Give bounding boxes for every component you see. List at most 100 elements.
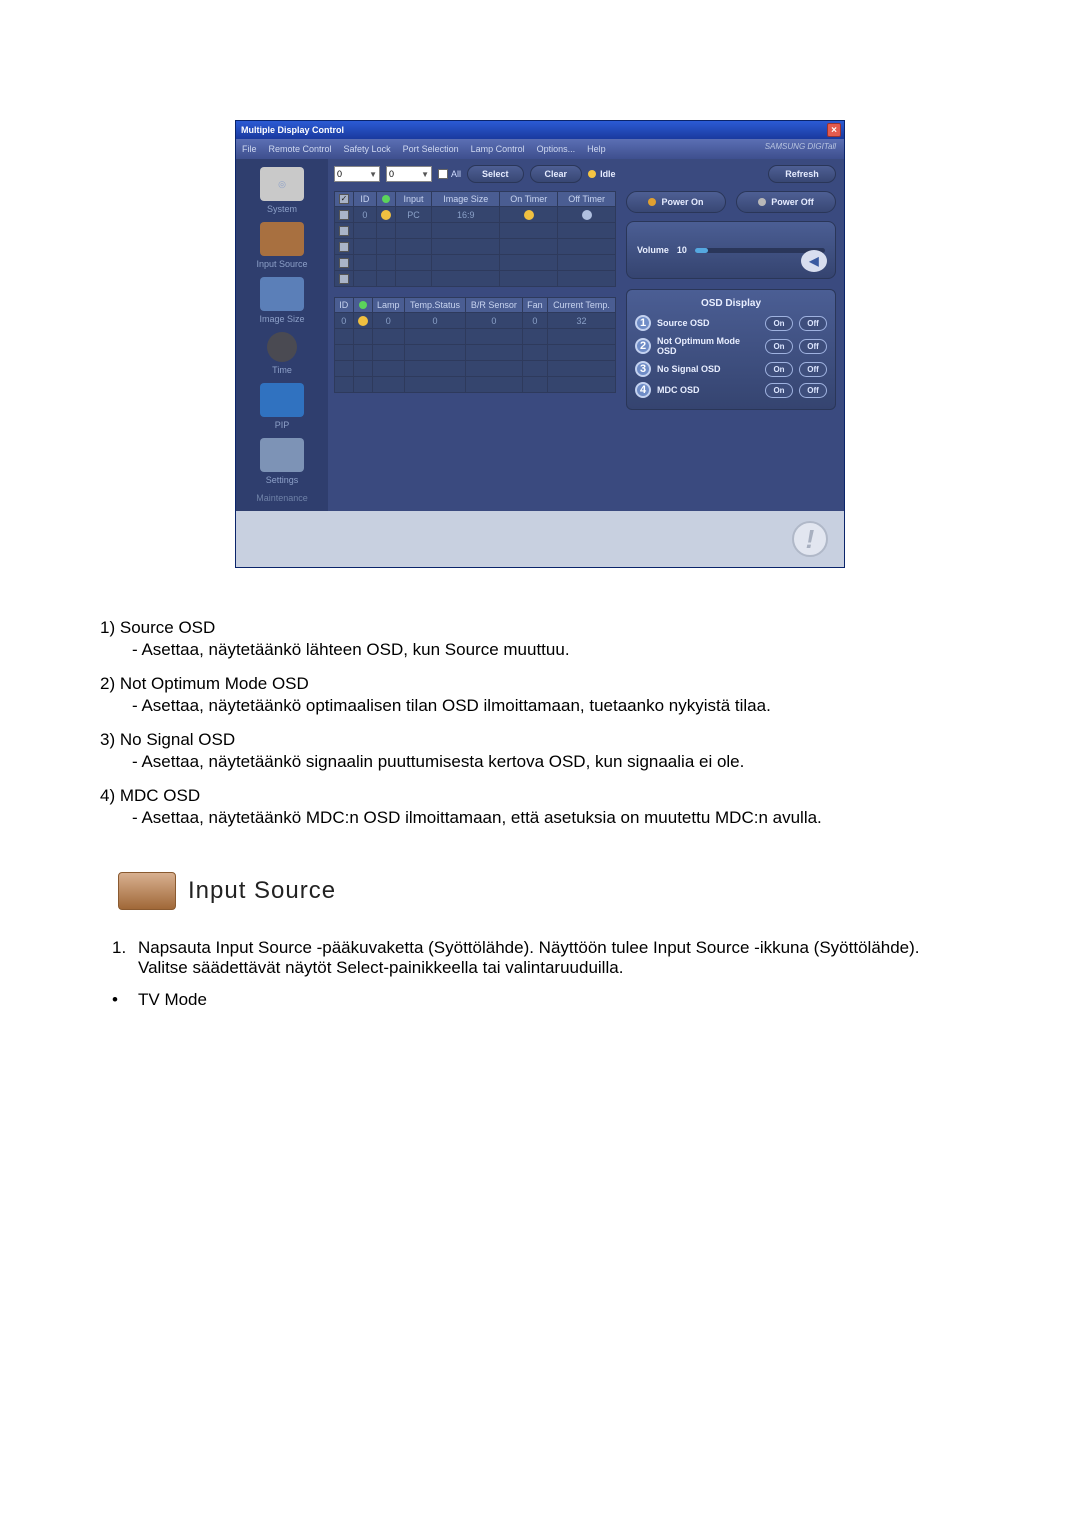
main-area: 0 ▼ 0 ▼ All Select Clear Idle Refresh	[328, 159, 844, 511]
power-off-led-icon	[758, 198, 766, 206]
window-title: Multiple Display Control	[239, 125, 344, 135]
sidebar-item-settings[interactable]: Settings	[242, 436, 322, 487]
col-status	[376, 192, 395, 207]
osd-num-2: 2	[635, 338, 651, 354]
close-icon[interactable]: ×	[827, 123, 841, 137]
brand-label: SAMSUNG DIGITall	[765, 142, 836, 151]
table-row[interactable]: 0 PC 16:9	[335, 207, 616, 223]
table-row[interactable]	[335, 255, 616, 271]
dd1-value: 0	[337, 169, 342, 179]
col2-status	[353, 298, 372, 313]
bullet-icon: •	[112, 990, 138, 1010]
source-osd-off-button[interactable]: Off	[799, 316, 827, 331]
menu-options[interactable]: Options...	[537, 144, 576, 154]
desc-title-2: Not Optimum Mode OSD	[120, 674, 309, 693]
sidebar-label-time: Time	[242, 365, 322, 375]
checkbox-icon	[438, 169, 448, 179]
table-row[interactable]: 0 0 0 0 0 32	[335, 313, 616, 329]
intro-num: 1.	[112, 938, 138, 978]
clear-button[interactable]: Clear	[530, 165, 583, 183]
sidebar-label-settings: Settings	[242, 475, 322, 485]
mdc-osd-on-button[interactable]: On	[765, 383, 793, 398]
table-row[interactable]	[335, 329, 616, 345]
nosignal-osd-off-button[interactable]: Off	[799, 362, 827, 377]
power-on-led-icon	[648, 198, 656, 206]
osd-descriptions: 1) Source OSD - Asettaa, näytetäänkö läh…	[100, 618, 980, 828]
inputsource-large-icon	[118, 872, 176, 910]
col2-br: B/R Sensor	[465, 298, 522, 313]
idle-led-icon	[588, 170, 596, 178]
desc-line-2: - Asettaa, näytetäänkö optimaalisen tila…	[100, 696, 980, 716]
header-checkbox[interactable]	[339, 194, 349, 204]
desc-item-1: 1) Source OSD - Asettaa, näytetäänkö läh…	[100, 618, 980, 660]
desc-num-4: 4)	[100, 786, 115, 805]
desc-title-1: Source OSD	[120, 618, 215, 637]
power-off-button[interactable]: Power Off	[736, 191, 836, 213]
ontimer-led-icon	[524, 210, 534, 220]
cell2-fan: 0	[522, 313, 547, 329]
sidebar-item-input[interactable]: Input Source	[242, 220, 322, 271]
select-button[interactable]: Select	[467, 165, 524, 183]
menu-help[interactable]: Help	[587, 144, 606, 154]
osd-row-nosignal: 3 No Signal OSD On Off	[635, 361, 827, 377]
cell-id: 0	[354, 207, 377, 223]
volume-value: 10	[677, 245, 687, 255]
col2-temp: Temp.Status	[405, 298, 466, 313]
col-input: Input	[395, 192, 432, 207]
status-led-icon	[358, 316, 368, 326]
menu-portselection[interactable]: Port Selection	[403, 144, 459, 154]
sidebar-item-pip[interactable]: PIP	[242, 381, 322, 432]
refresh-button[interactable]: Refresh	[768, 165, 836, 183]
id-dropdown-2[interactable]: 0 ▼	[386, 166, 432, 182]
cell2-lamp: 0	[372, 313, 405, 329]
source-osd-on-button[interactable]: On	[765, 316, 793, 331]
table-row[interactable]	[335, 239, 616, 255]
menu-remote[interactable]: Remote Control	[269, 144, 332, 154]
notopt-osd-off-button[interactable]: Off	[799, 339, 827, 354]
osd-row-mdc: 4 MDC OSD On Off	[635, 382, 827, 398]
all-label: All	[451, 169, 461, 179]
mdc-osd-off-button[interactable]: Off	[799, 383, 827, 398]
nosignal-osd-on-button[interactable]: On	[765, 362, 793, 377]
sidebar-item-image[interactable]: Image Size	[242, 275, 322, 326]
sidebar-label-system: System	[242, 204, 322, 214]
osd-num-1: 1	[635, 315, 651, 331]
display-grid-1: ID Input Image Size On Timer Off Timer 0…	[334, 191, 616, 287]
table-row[interactable]	[335, 223, 616, 239]
osd-num-4: 4	[635, 382, 651, 398]
intro-line-1: Napsauta Input Source -pääkuvaketta (Syö…	[138, 938, 920, 958]
col2-ctemp: Current Temp.	[548, 298, 616, 313]
display-grid-2: ID Lamp Temp.Status B/R Sensor Fan Curre…	[334, 297, 616, 393]
sidebar-item-system[interactable]: ◎ System	[242, 165, 322, 216]
intro-line-2: Valitse säädettävät näytöt Select-painik…	[138, 958, 920, 978]
table-row[interactable]	[335, 361, 616, 377]
table-row[interactable]	[335, 271, 616, 287]
speaker-icon[interactable]: ◀	[801, 250, 827, 272]
power-on-button[interactable]: Power On	[626, 191, 726, 213]
menu-safetylock[interactable]: Safety Lock	[344, 144, 391, 154]
menu-file[interactable]: File	[242, 144, 257, 154]
sidebar-label-input: Input Source	[242, 259, 322, 269]
sidebar-item-time[interactable]: Time	[242, 330, 322, 377]
osd-label-notopt: Not Optimum Mode OSD	[657, 336, 759, 356]
section-title: Input Source	[188, 877, 336, 905]
settings-icon	[260, 438, 304, 472]
chevron-down-icon: ▼	[369, 170, 377, 179]
menu-lampcontrol[interactable]: Lamp Control	[471, 144, 525, 154]
all-checkbox[interactable]: All	[438, 169, 461, 179]
osd-num-3: 3	[635, 361, 651, 377]
desc-title-4: MDC OSD	[120, 786, 200, 805]
row-checkbox[interactable]	[339, 210, 349, 220]
sidebar-item-maintenance[interactable]: Maintenance	[242, 491, 322, 505]
system-icon: ◎	[260, 167, 304, 201]
notopt-osd-on-button[interactable]: On	[765, 339, 793, 354]
col2-id: ID	[335, 298, 354, 313]
table-row[interactable]	[335, 377, 616, 393]
section-heading-input-source: Input Source	[118, 872, 980, 910]
power-off-label: Power Off	[771, 197, 814, 207]
volume-fill	[695, 248, 708, 253]
dd2-value: 0	[389, 169, 394, 179]
table-row[interactable]	[335, 345, 616, 361]
menubar: File Remote Control Safety Lock Port Sel…	[236, 139, 844, 159]
id-dropdown-1[interactable]: 0 ▼	[334, 166, 380, 182]
